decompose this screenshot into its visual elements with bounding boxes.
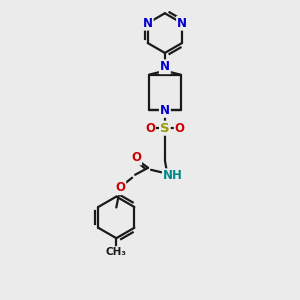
Text: O: O (175, 122, 185, 135)
Text: NH: NH (163, 169, 183, 182)
Text: N: N (160, 104, 170, 117)
Text: O: O (115, 181, 125, 194)
Text: N: N (143, 17, 153, 30)
Text: N: N (177, 17, 187, 30)
Text: CH₃: CH₃ (106, 247, 127, 257)
Text: O: O (145, 122, 155, 135)
Text: O: O (131, 152, 141, 164)
Text: N: N (160, 60, 170, 73)
Text: S: S (160, 122, 170, 135)
